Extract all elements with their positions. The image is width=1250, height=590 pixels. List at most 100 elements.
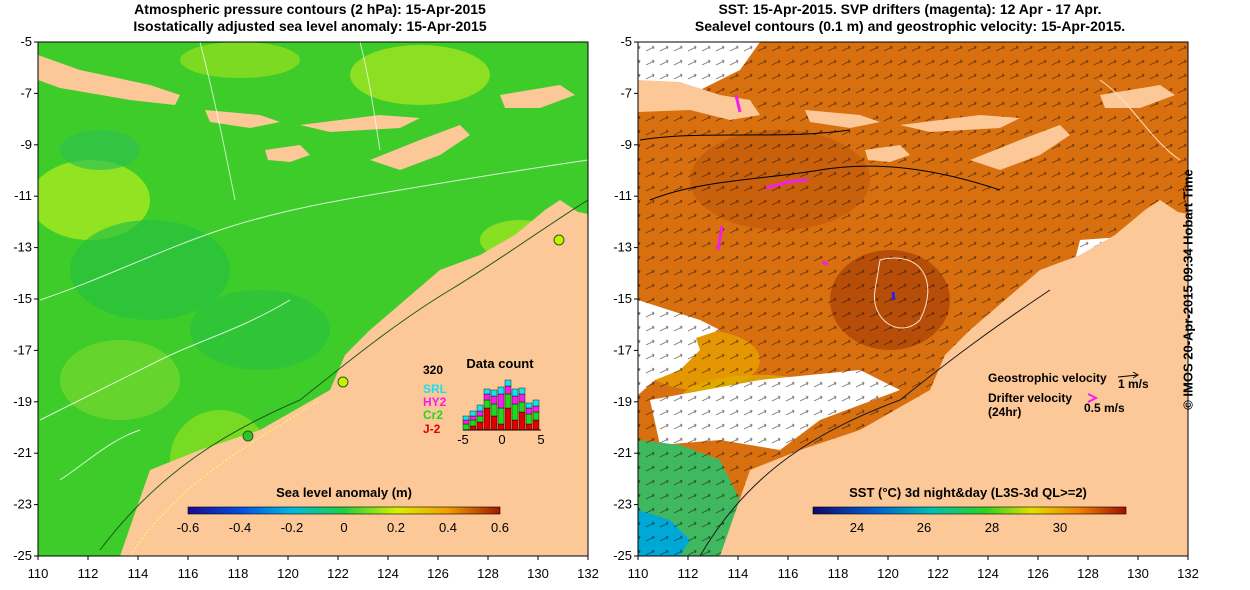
inset-bar-10-0	[532, 399, 540, 407]
left-station-3	[242, 430, 254, 442]
right-x-tick-0: 110	[628, 566, 649, 581]
drifter-track-2	[765, 178, 809, 190]
inset-bar-1-1	[469, 415, 477, 421]
right-y-tick-2: -9	[620, 137, 632, 152]
inset-bar-9-1	[525, 407, 533, 415]
inset-bar-4-0	[490, 389, 498, 397]
inset-bar-3-3	[483, 407, 491, 431]
left-x-tick-8: 126	[427, 566, 449, 581]
right-x-tick-6: 122	[927, 566, 949, 581]
inset-bar-9-0	[525, 402, 533, 409]
left-x-tick-1: 112	[78, 566, 99, 581]
inset-bar-4-3	[490, 415, 498, 431]
right-y-tick-1: -7	[620, 85, 632, 100]
right-y-tick-9: -23	[613, 497, 632, 512]
inset-xtick-2: 5	[537, 432, 544, 447]
right-y-tick-5: -15	[613, 291, 632, 306]
right-axis-ticks: 110 112 114 116 118 120 122 124 126 128 130 132 -5 -7…	[613, 34, 1199, 581]
left-java	[38, 55, 180, 105]
inset-bar-2-2	[476, 415, 484, 423]
left-cb-tick-6: 0.6	[491, 520, 509, 535]
left-flores	[300, 115, 420, 132]
left-y-tick-1: -7	[20, 85, 32, 100]
inset-bar-7-3	[511, 419, 519, 431]
left-colorbar	[187, 506, 501, 515]
right-y-tick-6: -17	[613, 342, 632, 357]
left-x-tick-3: 116	[178, 566, 199, 581]
left-map	[38, 42, 588, 556]
left-station-1	[553, 234, 565, 246]
inset-bar-0-0	[462, 415, 470, 421]
inset-bar-1-3	[469, 425, 477, 431]
left-bali-lombok	[205, 110, 280, 128]
inset-bar-10-2	[532, 411, 540, 421]
inset-bar-8-1	[518, 393, 526, 403]
inset-bar-0-1	[462, 419, 470, 425]
right-title-line1: SST: 15-Apr-2015. SVP drifters (magenta)…	[718, 1, 1102, 17]
right-cb-tick-2: 28	[985, 520, 999, 535]
right-y-tick-4: -13	[613, 240, 632, 255]
drifter-arrow-icon	[1087, 393, 1099, 403]
inset-bar-5-1	[497, 393, 505, 409]
left-colorbar-ticks: -0.6 -0.4 -0.2 0 0.2 0.4 0.6	[177, 520, 509, 535]
left-y-tick-9: -23	[13, 497, 32, 512]
inset-bar-7-2	[511, 403, 519, 421]
drifter-track-5	[891, 291, 896, 301]
inset-series-j2: J-2	[423, 422, 441, 436]
inset-max-label: 320	[423, 363, 443, 377]
left-axis-ticks: 110 112 114 116 118 120 122 124 126 128 130 132 -5 -7…	[13, 34, 599, 581]
left-colorbar-label: Sea level anomaly (m)	[276, 485, 412, 500]
right-y-tick-7: -19	[613, 394, 632, 409]
inset-bar-8-2	[518, 401, 526, 413]
inset-bar-5-2	[497, 407, 505, 425]
velocity-legend: Geostrophic velocity 1 m/s Drifter veloc…	[988, 371, 1149, 419]
right-flores	[900, 115, 1020, 132]
right-x-tick-4: 118	[828, 566, 849, 581]
left-cb-tick-1: -0.4	[229, 520, 251, 535]
right-y-tick-3: -11	[614, 188, 632, 203]
inset-bar-7-1	[511, 395, 519, 405]
right-x-tick-5: 120	[877, 566, 899, 581]
left-y-tick-3: -11	[14, 188, 32, 203]
left-y-tick-6: -17	[13, 342, 32, 357]
inset-bar-2-3	[476, 421, 484, 431]
right-cb-tick-0: 24	[850, 520, 864, 535]
right-x-tick-10: 130	[1127, 566, 1149, 581]
left-title-line2: Isostatically adjusted sea level anomaly…	[133, 18, 487, 34]
inset-bars	[462, 379, 540, 431]
inset-bar-3-0	[483, 388, 491, 395]
inset-bar-1-0	[469, 410, 477, 417]
left-x-tick-11: 132	[577, 566, 599, 581]
right-y-tick-8: -21	[613, 445, 632, 460]
drifter-track-4	[821, 260, 829, 266]
drifter-label-line1: Drifter velocity	[988, 391, 1072, 405]
left-cb-tick-5: 0.4	[439, 520, 457, 535]
left-x-tick-6: 122	[327, 566, 349, 581]
right-x-tick-7: 124	[977, 566, 999, 581]
inset-bar-10-1	[532, 405, 540, 413]
left-timor	[370, 125, 470, 170]
inset-xtick-1: 0	[498, 432, 505, 447]
inset-bar-9-2	[525, 413, 533, 425]
inset-xtick-0: -5	[457, 432, 469, 447]
right-cb-tick-1: 26	[917, 520, 931, 535]
inset-bar-8-0	[518, 387, 526, 395]
inset-bar-2-0	[476, 404, 484, 412]
right-small-islands	[1100, 85, 1175, 108]
geostrophic-scale: 1 m/s	[1118, 377, 1149, 391]
right-x-tick-9: 128	[1077, 566, 1099, 581]
drifter-track-1	[734, 94, 742, 113]
left-small-islands	[500, 85, 575, 108]
right-y-tick-0: -5	[620, 34, 632, 49]
left-x-tick-9: 128	[477, 566, 499, 581]
inset-bar-4-1	[490, 395, 498, 405]
inset-series-hy2: HY2	[423, 395, 447, 409]
right-x-tick-1: 112	[678, 566, 699, 581]
inset-bar-6-0	[504, 379, 512, 387]
right-australia-land	[720, 200, 1188, 556]
right-x-tick-3: 116	[778, 566, 799, 581]
left-y-tick-8: -21	[13, 445, 32, 460]
left-y-tick-7: -19	[13, 394, 32, 409]
data-count-inset: Data count 320 SRL HY2 Cr2 J-2 -5 0 5	[423, 356, 545, 447]
